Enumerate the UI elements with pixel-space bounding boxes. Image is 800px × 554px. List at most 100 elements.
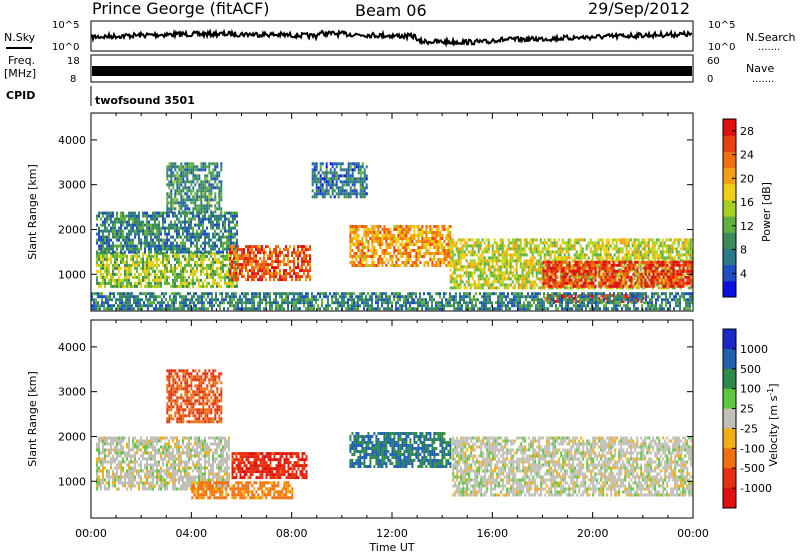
power-cell	[621, 238, 624, 242]
power-cell	[198, 284, 200, 288]
power-cell	[204, 162, 207, 166]
power-cell	[148, 254, 150, 258]
power-cell	[182, 244, 184, 248]
power-cell	[363, 174, 366, 178]
power-cell	[160, 229, 162, 233]
power-cell	[529, 259, 532, 263]
power-cell	[297, 263, 299, 267]
power-cell	[614, 263, 617, 267]
power-cell	[228, 238, 230, 242]
power-cell	[371, 237, 374, 240]
power-cell	[218, 284, 220, 288]
power-cell	[343, 189, 346, 193]
power-cell	[467, 271, 470, 275]
power-cell	[584, 275, 587, 279]
power-cell	[317, 192, 320, 196]
power-cell	[206, 272, 208, 276]
power-cell	[579, 238, 582, 242]
power-cell	[664, 281, 667, 285]
power-cell	[110, 226, 112, 230]
power-cell	[100, 284, 102, 288]
power-cell	[196, 254, 198, 258]
power-cell	[212, 232, 214, 236]
power-cell	[343, 183, 346, 187]
power-cell	[686, 275, 689, 279]
power-cell	[523, 280, 526, 284]
power-cell	[343, 192, 346, 196]
power-cell	[351, 174, 354, 178]
power-cell	[620, 281, 623, 285]
power-cell	[102, 244, 104, 248]
power-cell	[660, 269, 663, 273]
power-cell	[521, 253, 524, 257]
power-cell	[190, 165, 193, 169]
power-cell	[353, 255, 356, 258]
power-cell	[146, 244, 148, 248]
power-cell	[405, 240, 408, 243]
power-cell	[194, 223, 196, 227]
power-cell	[546, 275, 549, 279]
power-cell	[285, 278, 287, 282]
power-cell	[353, 183, 356, 187]
power-cell	[152, 284, 154, 288]
power-cell	[443, 249, 446, 252]
power-cell	[170, 171, 173, 175]
power-cell	[277, 254, 279, 258]
power-cell	[437, 228, 440, 231]
power-cell	[102, 235, 104, 239]
power-cell	[651, 256, 654, 260]
power-cell	[539, 262, 542, 266]
power-cell	[323, 189, 326, 193]
power-cell	[587, 244, 590, 248]
power-cell	[271, 275, 273, 279]
power-cell	[275, 248, 277, 252]
power-cell	[355, 246, 358, 249]
power-cell	[457, 238, 460, 242]
power-cell	[507, 283, 510, 287]
power-cell	[216, 250, 218, 254]
power-cell	[208, 214, 210, 218]
power-cell	[443, 228, 446, 231]
power-cell	[417, 258, 420, 261]
power-cell	[684, 281, 687, 285]
power-cell	[112, 269, 114, 273]
power-cell	[437, 264, 440, 267]
power-cell	[128, 211, 130, 215]
power-cell	[216, 260, 218, 264]
power-cell	[118, 281, 120, 285]
power-cell	[594, 275, 597, 279]
power-cell	[305, 254, 307, 258]
nsky-panel-frame	[90, 20, 694, 52]
power-cell	[505, 247, 508, 251]
power-cell	[449, 238, 452, 242]
power-cell	[247, 263, 249, 267]
power-cell	[321, 177, 324, 181]
power-cell	[439, 261, 442, 264]
power-cell	[647, 238, 650, 242]
power-cell	[91, 295, 93, 299]
power-cell	[451, 277, 454, 281]
power-cell	[391, 243, 394, 246]
power-cell	[401, 240, 404, 243]
power-cell	[106, 266, 108, 270]
power-cell	[365, 192, 368, 196]
power-cell	[118, 235, 120, 239]
power-cell	[277, 272, 279, 276]
power-cell	[108, 278, 110, 282]
power-cell	[224, 241, 226, 245]
power-cell	[683, 238, 686, 242]
power-cell	[558, 281, 561, 285]
power-cell	[126, 263, 128, 267]
power-cell	[550, 284, 553, 288]
power-cell	[584, 266, 587, 270]
power-cell	[273, 266, 275, 270]
power-cell	[574, 275, 577, 279]
power-cell	[243, 248, 245, 252]
power-cell	[497, 256, 500, 260]
power-cell	[144, 275, 146, 279]
power-cell	[210, 214, 212, 218]
power-cell	[655, 241, 658, 245]
power-cell	[351, 237, 354, 240]
power-cell	[152, 269, 154, 273]
power-cell	[439, 237, 442, 240]
